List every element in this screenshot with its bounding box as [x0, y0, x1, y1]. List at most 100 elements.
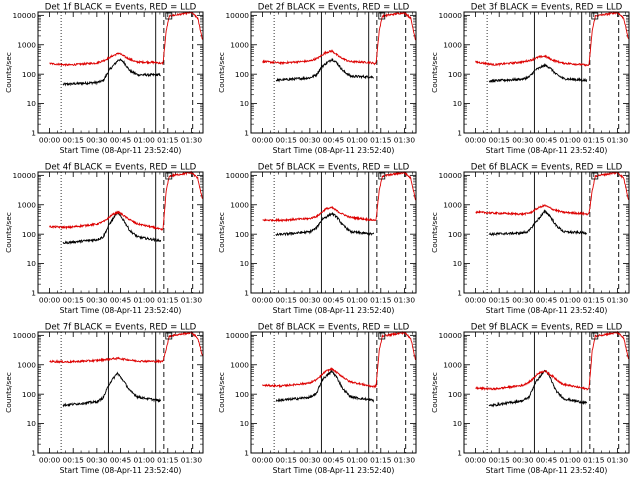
- x-tick-label: 01:30: [181, 136, 203, 145]
- y-tick-label: 1: [457, 129, 462, 138]
- saa-marker: [165, 172, 173, 180]
- y-tick-label: 10000: [225, 171, 249, 180]
- x-axis-label: Start Time (08-Apr-11 23:52:40): [60, 146, 182, 155]
- y-tick-label: 1: [457, 449, 462, 458]
- x-tick-label: 00:00: [39, 136, 61, 145]
- y-tick-label: 10: [27, 419, 37, 428]
- x-axis-label: Start Time (08-Apr-11 23:52:40): [486, 306, 608, 315]
- y-axis-label: Counts/sec: [4, 372, 13, 413]
- y-tick-label: 10000: [225, 331, 249, 340]
- panel-det-2f: Det 2f BLACK = Events, RED = LLD Counts/s…: [217, 3, 417, 155]
- y-tick-label: 10: [453, 99, 463, 108]
- x-axis-label: Start Time (08-Apr-11 23:52:40): [60, 306, 182, 315]
- plot-frame: [37, 171, 204, 294]
- y-tick-label: 10000: [438, 171, 462, 180]
- x-tick-label: 00:30: [512, 296, 534, 305]
- x-tick-label: 01:30: [607, 296, 629, 305]
- lld-series-line: [49, 331, 203, 364]
- x-tick-label: 01:15: [370, 136, 392, 145]
- y-tick-label: 1: [31, 289, 36, 298]
- y-tick-label: 10000: [12, 11, 36, 20]
- y-tick-label: 10: [27, 259, 37, 268]
- plot-frame: [463, 11, 630, 134]
- x-tick-label: 00:00: [465, 296, 487, 305]
- x-tick-label: 01:00: [559, 296, 581, 305]
- plot-frame: [463, 331, 630, 454]
- x-tick-label: 00:15: [489, 296, 511, 305]
- y-tick-label: 1: [244, 289, 249, 298]
- x-tick-label: 01:15: [583, 136, 605, 145]
- x-tick-label: 00:15: [63, 136, 85, 145]
- events-series-line: [62, 211, 162, 245]
- y-tick-label: 100: [448, 390, 462, 399]
- events-series-line: [62, 371, 162, 408]
- x-tick-label: 00:30: [299, 296, 321, 305]
- x-tick-label: 00:00: [252, 296, 274, 305]
- x-tick-label: 00:30: [512, 456, 534, 465]
- x-tick-label: 01:00: [346, 296, 368, 305]
- panel-title: Det 6f BLACK = Events, RED = LLD: [471, 163, 623, 173]
- panel-det-9f: Det 9f BLACK = Events, RED = LLD Counts/s…: [430, 323, 630, 475]
- x-tick-label: 01:00: [133, 136, 155, 145]
- events-series-line: [488, 369, 588, 408]
- x-tick-label: 00:45: [323, 136, 345, 145]
- saa-marker: [591, 12, 599, 20]
- x-tick-label: 01:30: [394, 456, 416, 465]
- x-tick-label: 00:00: [39, 456, 61, 465]
- x-axis-label: Start Time (08-Apr-11 23:52:40): [486, 146, 608, 155]
- x-tick-label: 01:30: [181, 456, 203, 465]
- lld-series-line: [475, 171, 629, 217]
- x-axis-label: Start Time (08-Apr-11 23:52:40): [273, 466, 395, 475]
- y-axis-label: Counts/sec: [217, 372, 226, 413]
- x-tick-label: 00:45: [323, 456, 345, 465]
- y-tick-label: 10000: [438, 331, 462, 340]
- events-series-line: [488, 209, 587, 237]
- plot-frame: [250, 331, 417, 454]
- y-tick-label: 100: [448, 230, 462, 239]
- events-series-line: [275, 57, 375, 83]
- x-tick-label: 01:00: [559, 456, 581, 465]
- y-tick-label: 1000: [443, 40, 462, 49]
- y-axis-label: Counts/sec: [217, 212, 226, 253]
- y-tick-label: 10: [27, 99, 37, 108]
- y-tick-label: 1000: [230, 40, 249, 49]
- x-tick-label: 00:30: [86, 456, 108, 465]
- lld-series-line: [49, 11, 203, 67]
- y-tick-label: 1000: [17, 40, 36, 49]
- x-axis-label: Start Time (08-Apr-11 23:52:40): [273, 306, 395, 315]
- x-tick-label: 01:15: [370, 296, 392, 305]
- saa-marker: [378, 172, 386, 180]
- panel-title: Det 4f BLACK = Events, RED = LLD: [45, 163, 197, 173]
- x-tick-label: 00:15: [276, 136, 298, 145]
- saa-marker: [378, 332, 386, 340]
- saa-marker: [378, 12, 386, 20]
- y-tick-label: 10000: [225, 11, 249, 20]
- y-axis-label: Counts/sec: [430, 372, 439, 413]
- y-tick-label: 10: [240, 419, 250, 428]
- events-series-line: [275, 211, 375, 237]
- x-tick-label: 00:00: [465, 456, 487, 465]
- saa-marker: [165, 332, 173, 340]
- x-tick-label: 00:45: [323, 296, 345, 305]
- panel-det-8f: Det 8f BLACK = Events, RED = LLD Counts/s…: [217, 323, 417, 475]
- panel-det-6f: Det 6f BLACK = Events, RED = LLD Counts/s…: [430, 163, 630, 315]
- y-tick-label: 1: [31, 449, 36, 458]
- x-tick-label: 00:30: [299, 136, 321, 145]
- saa-marker: [591, 172, 599, 180]
- lld-series-line: [475, 11, 629, 67]
- x-tick-label: 00:45: [536, 296, 558, 305]
- lld-series-line: [262, 330, 416, 389]
- x-tick-label: 01:00: [346, 136, 368, 145]
- panel-det-7f: Det 7f BLACK = Events, RED = LLD Counts/s…: [4, 323, 204, 475]
- x-tick-label: 01:15: [583, 296, 605, 305]
- y-tick-label: 100: [22, 390, 36, 399]
- saa-marker: [591, 332, 599, 340]
- y-tick-label: 1: [244, 129, 249, 138]
- x-tick-label: 01:15: [583, 456, 605, 465]
- x-tick-label: 00:45: [536, 136, 558, 145]
- panel-title: Det 9f BLACK = Events, RED = LLD: [471, 323, 623, 333]
- plot-frame: [250, 11, 417, 134]
- x-axis-label: Start Time (08-Apr-11 23:52:40): [486, 466, 608, 475]
- plot-frame: [37, 11, 204, 134]
